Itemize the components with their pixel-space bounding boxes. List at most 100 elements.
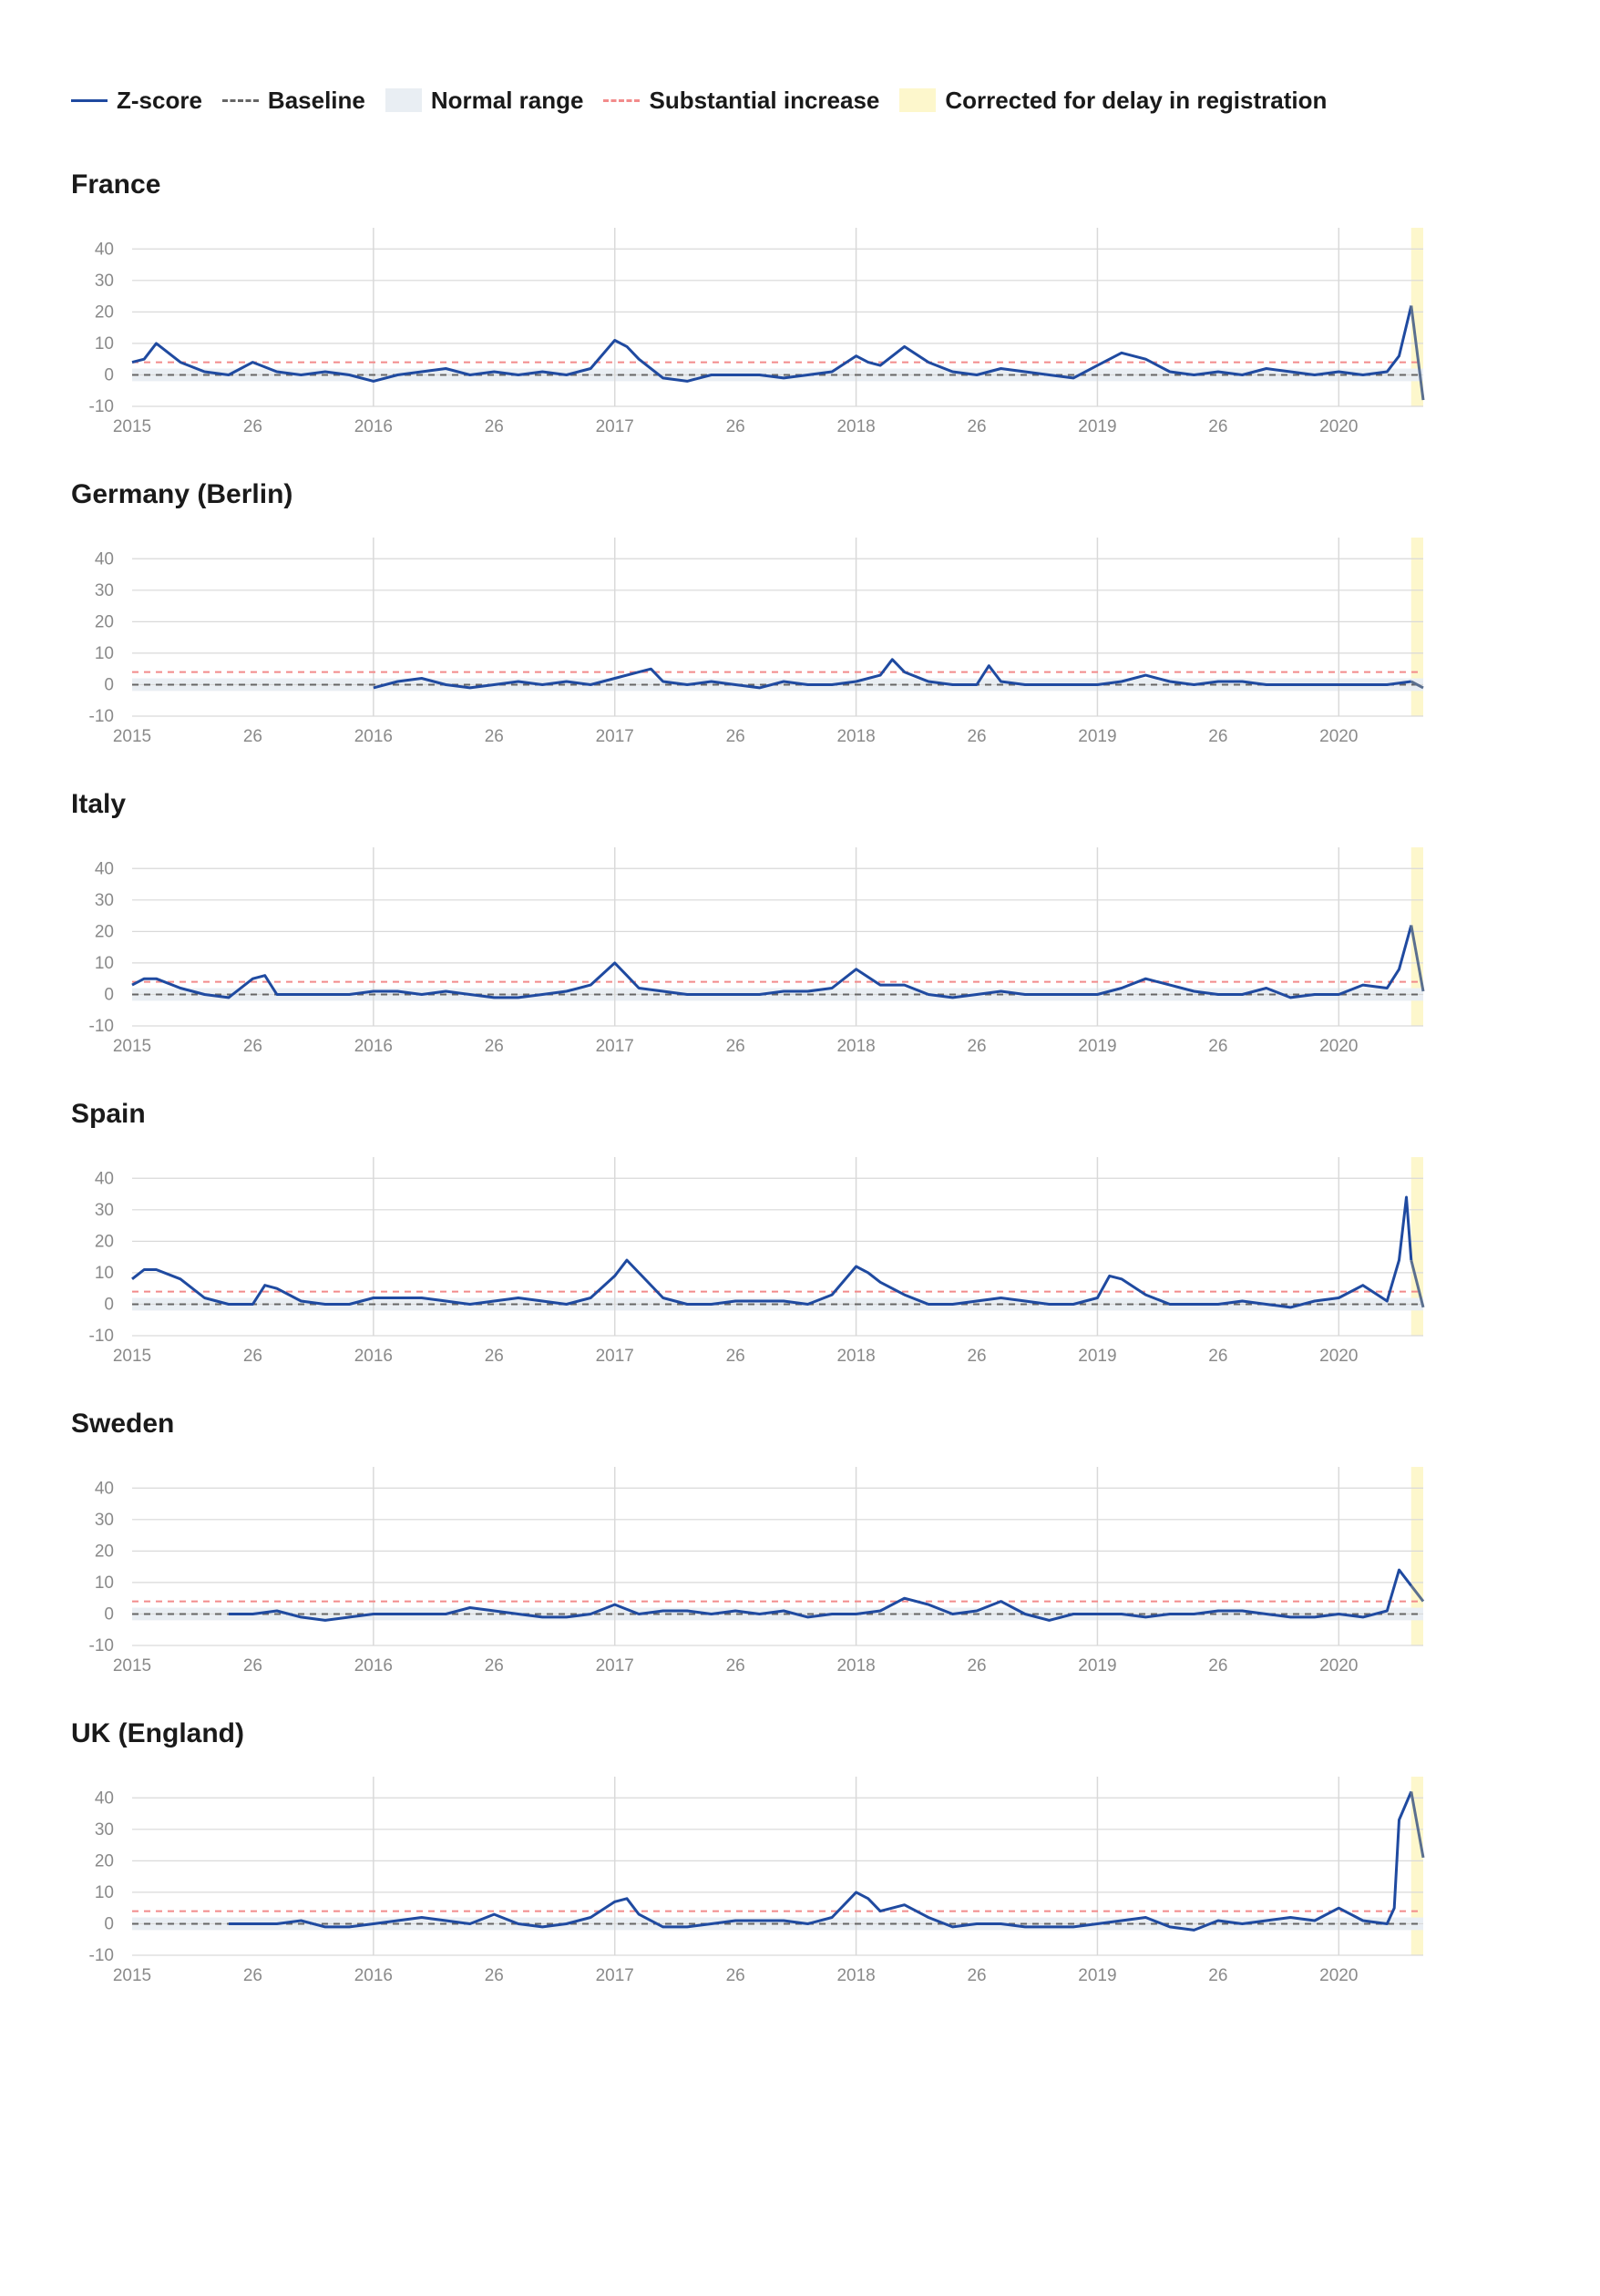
x-tick-label: 2018 (836, 1656, 875, 1676)
y-tick-label: 0 (104, 1604, 114, 1624)
x-tick-label: 26 (726, 417, 745, 436)
zscore-line (131, 925, 1413, 999)
y-tick-label: 20 (95, 922, 114, 941)
y-tick-label: -10 (89, 1946, 114, 1965)
panel-chart-1: -10 0 10 20 30 40 2015 26 2016 26 2017 26 2018 26 2019… (89, 538, 1424, 746)
legend-item-substantial[interactable]: Substantial increase (603, 87, 879, 115)
x-tick-label: 2018 (836, 417, 875, 436)
x-tick-label: 26 (243, 1966, 262, 1985)
y-tick-label: 0 (104, 1295, 114, 1314)
x-tick-label: 26 (485, 1037, 504, 1056)
legend: Z-score Baseline Normal range Substantia… (71, 82, 1347, 118)
x-tick-label: 26 (726, 1656, 745, 1676)
x-tick-label: 26 (967, 1966, 986, 1985)
x-tick-label: 26 (1208, 1656, 1227, 1676)
x-tick-label: 2017 (596, 727, 634, 746)
legend-item-corrected[interactable]: Corrected for delay in registration (899, 87, 1327, 115)
x-tick-label: 26 (1208, 1037, 1227, 1056)
legend-item-zscore[interactable]: Z-score (71, 87, 202, 115)
zscore-line (131, 305, 1413, 383)
x-tick-label: 2017 (596, 1347, 634, 1366)
y-tick-label: 30 (95, 891, 114, 910)
x-tick-label: 26 (967, 417, 986, 436)
x-tick-label: 2020 (1319, 1347, 1358, 1366)
y-tick-label: -10 (89, 397, 114, 416)
zscore-line (228, 1790, 1413, 1932)
x-tick-label: 2018 (836, 1037, 875, 1056)
y-tick-label: 0 (104, 365, 114, 384)
y-tick-label: 0 (104, 985, 114, 1004)
panel-chart-5: -10 0 10 20 30 40 2015 26 2016 26 2017 26 2018 26 2019… (89, 1777, 1425, 1985)
x-tick-label: 2016 (354, 1966, 393, 1985)
panel-title: Italy (71, 789, 127, 819)
y-tick-label: 30 (95, 581, 114, 600)
y-tick-label: 40 (95, 549, 114, 569)
y-tick-label: 10 (95, 644, 114, 663)
panel-title: Sweden (71, 1409, 175, 1439)
x-tick-label: 2015 (113, 727, 151, 746)
legend-label-substantial: Substantial increase (649, 86, 880, 114)
x-tick-label: 2019 (1078, 727, 1116, 746)
x-tick-label: 2020 (1319, 1966, 1358, 1985)
legend-label-normal-range: Normal range (430, 86, 584, 114)
y-tick-label: -10 (89, 1327, 114, 1346)
panel-chart-0: -10 0 10 20 30 40 2015 26 2016 26 2017 26 2018 26 2019… (89, 228, 1425, 436)
x-tick-label: 2017 (596, 417, 634, 436)
y-tick-label: 10 (95, 1573, 114, 1593)
x-tick-label: 26 (485, 1656, 504, 1676)
x-tick-label: 26 (243, 1347, 262, 1366)
x-tick-label: 26 (726, 1966, 745, 1985)
y-tick-label: 40 (95, 240, 114, 259)
y-tick-label: 20 (95, 1542, 114, 1561)
x-tick-label: 2015 (113, 1037, 151, 1056)
x-tick-label: 2015 (113, 1966, 151, 1985)
x-tick-label: 26 (243, 727, 262, 746)
legend-item-baseline[interactable]: Baseline (221, 86, 365, 115)
x-tick-label: 2019 (1078, 417, 1116, 436)
x-tick-label: 26 (485, 1966, 504, 1985)
x-tick-label: 2015 (113, 1656, 151, 1676)
legend-label-baseline: Baseline (267, 86, 365, 114)
corrected-swatch-icon (899, 88, 937, 112)
x-tick-label: 26 (243, 1037, 262, 1056)
x-tick-label: 2018 (836, 1347, 875, 1366)
x-tick-label: 26 (485, 727, 504, 746)
panel-title: Germany (Berlin) (71, 479, 293, 509)
panel-title: France (71, 169, 161, 200)
zscore-corrected-line (1410, 1259, 1425, 1308)
x-tick-label: 26 (967, 1037, 986, 1056)
y-tick-label: -10 (89, 1017, 114, 1036)
x-tick-label: 26 (243, 1656, 262, 1676)
x-tick-label: 26 (485, 1347, 504, 1366)
x-tick-label: 26 (967, 1656, 986, 1676)
zscore-corrected-line (1410, 1791, 1425, 1859)
x-tick-label: 2019 (1078, 1347, 1116, 1366)
y-tick-label: 40 (95, 1169, 114, 1188)
y-tick-label: 30 (95, 1201, 114, 1220)
y-tick-label: 30 (95, 1511, 114, 1530)
y-tick-label: 30 (95, 272, 114, 291)
y-tick-label: 40 (95, 1479, 114, 1498)
x-tick-label: 2020 (1319, 1037, 1358, 1056)
x-tick-label: 2017 (596, 1037, 634, 1056)
panel-chart-4: -10 0 10 20 30 40 2015 26 2016 26 2017 26 2018 26 2019… (89, 1467, 1425, 1676)
x-tick-label: 2020 (1319, 727, 1358, 746)
y-tick-label: 40 (95, 859, 114, 878)
x-tick-label: 2018 (836, 1966, 875, 1985)
x-tick-label: 2019 (1078, 1037, 1116, 1056)
legend-item-normal-range[interactable]: Normal range (385, 86, 584, 115)
y-tick-label: 30 (95, 1820, 114, 1840)
x-tick-label: 26 (967, 1347, 986, 1366)
legend-label-corrected: Corrected for delay in registration (945, 86, 1328, 114)
zscore-line (131, 1195, 1413, 1309)
zscore-corrected-line (1410, 1584, 1425, 1603)
x-tick-label: 26 (726, 1037, 745, 1056)
y-tick-label: 10 (95, 334, 114, 354)
zscore-corrected-line (1410, 925, 1425, 992)
x-tick-label: 2016 (354, 1037, 393, 1056)
y-tick-label: 20 (95, 302, 114, 322)
panel-title: UK (England) (71, 1718, 244, 1748)
x-tick-label: 2015 (113, 417, 151, 436)
x-tick-label: 2020 (1319, 1656, 1358, 1676)
panel-chart-3: -10 0 10 20 30 40 2015 26 2016 26 2017 26 2018 26 2019… (89, 1157, 1425, 1366)
